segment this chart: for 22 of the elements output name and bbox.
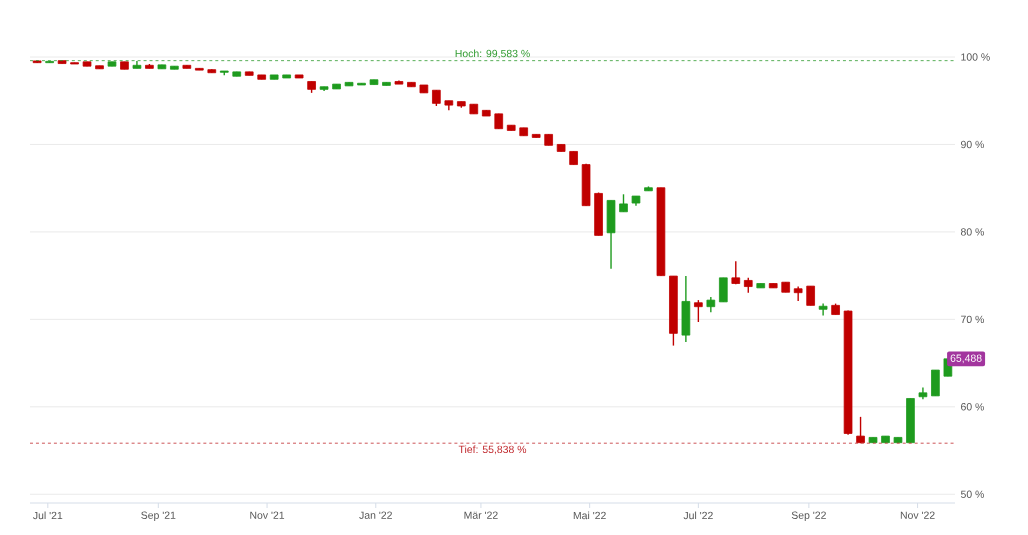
- x-tick-label: Jan '22: [359, 511, 392, 519]
- ref-line-label: Tief: 55,838 %: [458, 445, 527, 455]
- candlestick: [856, 416, 865, 444]
- x-tick-label: Jul '21: [33, 511, 63, 520]
- x-tick-label: Mär '22: [464, 511, 498, 519]
- y-tick-label: 100 %: [961, 53, 990, 61]
- x-tick-label: Jul '22: [683, 511, 713, 520]
- y-tick-label: 60 %: [961, 403, 984, 411]
- candlestick: [793, 285, 803, 302]
- y-tick-label: 80 %: [960, 228, 984, 236]
- y-tick-label: 50 %: [960, 490, 984, 498]
- x-tick-label: Sep '22: [791, 511, 826, 521]
- x-tick-label: Mai '22: [573, 511, 606, 520]
- y-tick-label: 90 %: [961, 140, 984, 149]
- ref-line-label: Hoch: 99,583 %: [455, 49, 530, 59]
- y-tick-label: 70 %: [961, 315, 984, 324]
- x-tick-label: Sep '21: [141, 511, 176, 521]
- candlestick: [694, 299, 703, 323]
- x-tick-label: Nov '22: [900, 511, 935, 519]
- annotation: 65,488: [950, 354, 982, 364]
- candlestick: [806, 285, 815, 307]
- x-tick-label: Nov '21: [250, 511, 285, 519]
